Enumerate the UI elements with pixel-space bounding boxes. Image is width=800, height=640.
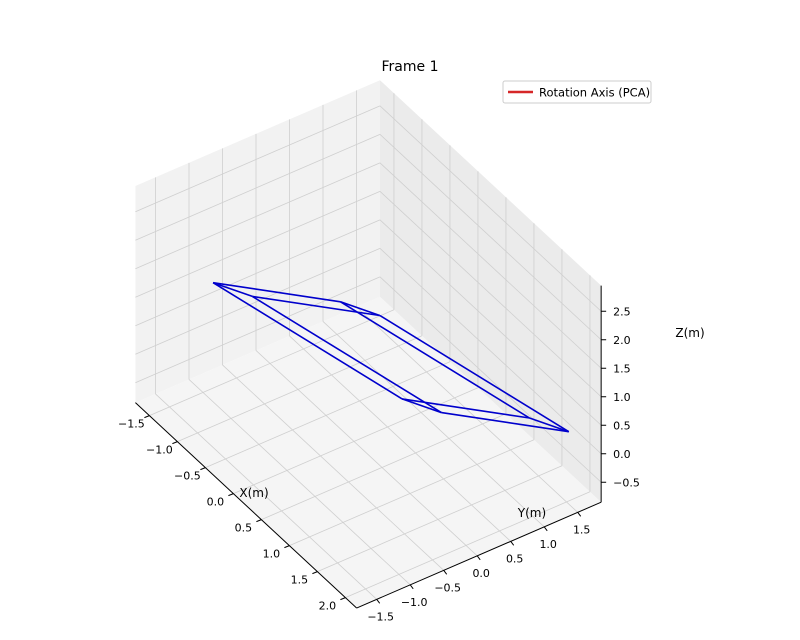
y-tick-label: 0.0 — [472, 567, 490, 580]
box-edge — [212, 281, 253, 298]
data-series — [212, 281, 570, 433]
box-edge — [401, 398, 530, 419]
box-edge — [340, 301, 530, 419]
x-tick — [256, 519, 262, 523]
x-tick-label: −1.0 — [146, 444, 173, 457]
z-tick-label: 2.0 — [613, 334, 631, 347]
grid-line-z-side — [135, 247, 381, 355]
legend-box — [502, 80, 652, 104]
z-tick-label: 0.5 — [613, 419, 631, 432]
tick-marks — [144, 310, 607, 604]
x-tick — [284, 545, 290, 549]
grid-line-x-floor — [177, 335, 423, 443]
grid-line-z-back — [379, 191, 602, 398]
grid-line-z-side — [135, 162, 381, 270]
x-tick-label: −1.5 — [118, 418, 145, 431]
x-tick — [172, 441, 178, 445]
z-tick-label: 2.5 — [613, 305, 631, 318]
grid-line-y-floor — [289, 335, 511, 542]
grid-line-x-floor — [289, 439, 535, 547]
x-tick-label: 1.0 — [263, 548, 281, 561]
grid-line-z-side — [135, 133, 381, 241]
grid-line-z-back — [379, 276, 602, 483]
grid-line-x-floor — [149, 309, 395, 417]
grid-line-z-side — [135, 276, 381, 384]
x-tick-label: 1.5 — [291, 574, 309, 587]
z-tick-label: −0.5 — [613, 476, 640, 489]
box-edge — [379, 314, 570, 433]
grid-line-y-floor — [356, 306, 578, 513]
y-tick-label: 1.0 — [539, 538, 557, 551]
grid-line-z-side — [135, 190, 381, 298]
grid-line-y-floor — [322, 321, 545, 528]
grid-line-y-floor — [222, 364, 444, 571]
grid-line-z-back — [379, 105, 602, 312]
box-edge — [212, 281, 341, 303]
y-tick-label: −1.0 — [401, 596, 428, 609]
floor-pane — [135, 296, 602, 609]
grid-line-y-floor — [255, 350, 478, 557]
z-axis-label: Z(m) — [675, 326, 704, 340]
y-tick-label: 0.5 — [506, 552, 524, 565]
x-tick — [228, 493, 234, 497]
x-tick — [200, 467, 206, 471]
z-tick-label: 1.0 — [613, 391, 631, 404]
y-tick — [376, 599, 381, 604]
x-axis-label: X(m) — [239, 486, 268, 500]
z-tick-label: 0.0 — [613, 448, 631, 461]
axis-panes — [135, 80, 602, 609]
grid-line-y-floor — [155, 393, 377, 600]
grid-line-z-side — [135, 219, 381, 327]
box-edge — [251, 295, 442, 414]
x-tick-label: 0.0 — [207, 496, 225, 509]
grid-line-x-floor — [261, 413, 507, 521]
grid-line-z-back — [379, 248, 602, 455]
y-axis-label: Y(m) — [517, 506, 546, 520]
legend: Rotation Axis (PCA) — [502, 80, 652, 104]
y-axis-line — [356, 501, 602, 609]
x-tick-label: 2.0 — [319, 600, 337, 613]
y-tick-label: 1.5 — [573, 523, 591, 536]
x-tick-label: 0.5 — [235, 522, 253, 535]
grid-line-x-floor — [317, 465, 563, 573]
chart-title: Frame 1 — [382, 59, 439, 75]
box-edge — [212, 282, 403, 400]
y-tick — [443, 570, 448, 575]
box-edge — [401, 398, 442, 414]
box-edge — [340, 301, 381, 317]
grid-line-z-side — [135, 105, 381, 213]
x-tick — [340, 597, 346, 601]
y-tick — [476, 555, 481, 561]
grid-line-y-floor — [188, 379, 411, 586]
y-tick-label: −1.5 — [367, 610, 394, 623]
y-tick — [510, 541, 515, 546]
y-tick — [577, 512, 582, 517]
x-tick — [312, 571, 318, 575]
box-edge — [441, 411, 569, 433]
x-tick-label: −0.5 — [174, 470, 201, 483]
y-tick-label: −0.5 — [434, 581, 461, 594]
grid-line-x-floor — [233, 387, 479, 495]
x-tick — [144, 415, 150, 419]
legend-entry-label: Rotation Axis (PCA) — [539, 86, 650, 100]
grid-line-x-floor — [205, 361, 451, 469]
box-edge — [529, 417, 570, 433]
y-tick — [409, 584, 414, 590]
grid-lines — [135, 90, 602, 600]
grid-line-x-floor — [345, 491, 591, 599]
tick-labels: −1.5−1.0−0.50.00.51.01.52.0−1.5−1.0−0.50… — [118, 305, 640, 623]
z-tick-label: 1.5 — [613, 362, 631, 375]
grid-line-z-back — [379, 162, 602, 369]
x-axis-line — [135, 402, 357, 609]
axes — [135, 285, 602, 609]
grid-line-z-back — [379, 219, 602, 426]
y-tick — [543, 526, 548, 532]
grid-line-z-back — [379, 134, 602, 341]
